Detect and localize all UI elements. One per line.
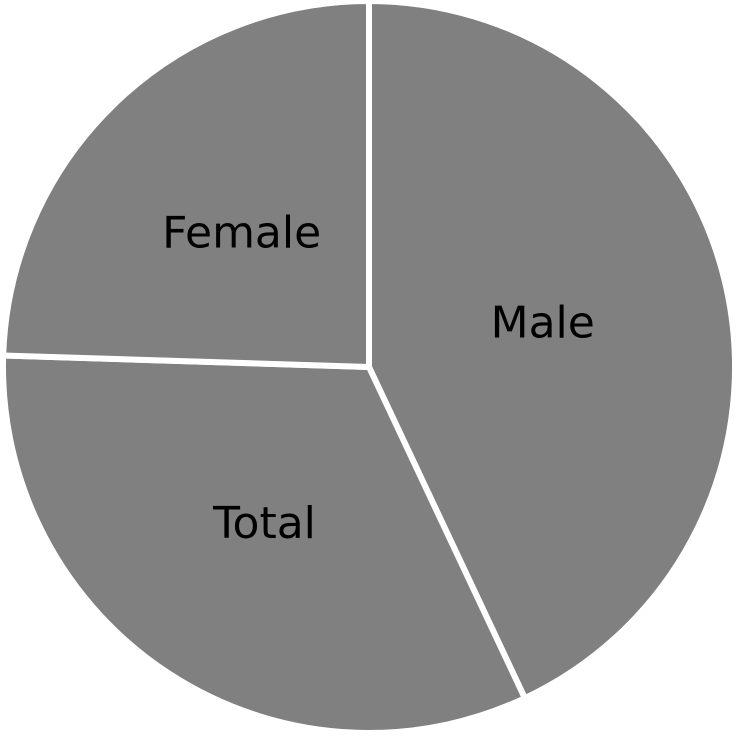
pie-label-total: Total (212, 498, 316, 549)
pie-labels: Male Total Female (162, 208, 595, 549)
pie-slice-male (366, 0, 738, 703)
pie-slice-female (0, 0, 372, 371)
pie-label-female: Female (162, 208, 321, 259)
pie-slice-total (0, 352, 529, 737)
pie-label-male: Male (491, 297, 595, 348)
